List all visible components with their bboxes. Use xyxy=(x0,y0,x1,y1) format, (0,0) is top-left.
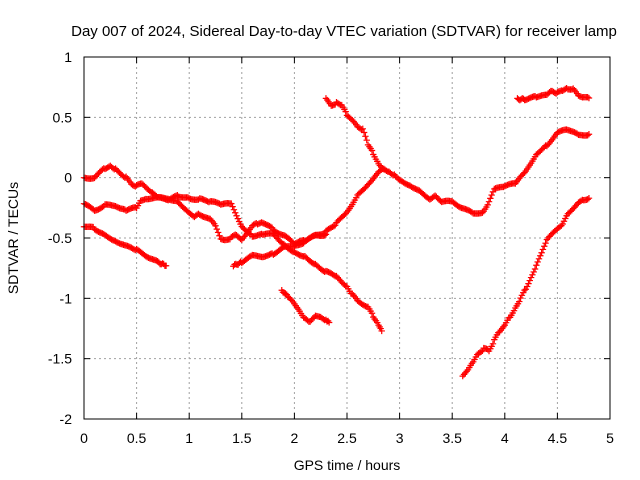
series-track-5 xyxy=(322,95,388,173)
data-point xyxy=(533,262,540,269)
x-tick-label: 4 xyxy=(501,430,509,446)
data-point xyxy=(487,195,494,202)
data-point xyxy=(212,222,219,229)
data-point xyxy=(521,286,528,294)
data-point xyxy=(216,232,223,239)
data-point xyxy=(510,307,518,314)
data-point xyxy=(234,215,242,222)
data-point xyxy=(584,132,591,139)
data-point xyxy=(538,249,545,256)
x-tick-label: 1.5 xyxy=(232,430,252,446)
data-point xyxy=(539,246,547,253)
data-point xyxy=(162,262,170,269)
y-tick-label: 1 xyxy=(64,49,72,65)
x-tick-label: 2 xyxy=(291,430,299,446)
data-point xyxy=(527,274,535,281)
data-point xyxy=(331,222,339,229)
data-point xyxy=(535,255,543,262)
data-points xyxy=(80,84,593,380)
data-point xyxy=(353,194,360,201)
data-point xyxy=(541,243,548,250)
data-point xyxy=(325,319,333,326)
data-point xyxy=(242,231,249,239)
x-tick-label: 0 xyxy=(80,430,88,446)
data-point xyxy=(360,129,368,136)
x-tick-label: 0.5 xyxy=(127,430,147,446)
data-point xyxy=(232,209,239,216)
data-point xyxy=(489,188,497,196)
x-axis-label: GPS time / hours xyxy=(294,457,401,473)
data-point xyxy=(488,191,495,199)
y-tick-label: -2 xyxy=(60,411,73,427)
y-axis-label: SDTVAR / TECUs xyxy=(5,182,21,294)
data-point xyxy=(363,137,370,144)
data-point xyxy=(214,229,222,236)
data-point xyxy=(529,271,536,279)
data-point xyxy=(560,218,568,225)
data-point xyxy=(530,268,537,276)
data-point xyxy=(468,360,476,367)
data-point xyxy=(526,277,533,284)
series-track-2 xyxy=(80,126,593,248)
data-point xyxy=(477,348,485,355)
data-point xyxy=(362,133,369,140)
data-point xyxy=(479,209,486,216)
data-point xyxy=(463,368,470,375)
data-point xyxy=(359,125,366,133)
data-point xyxy=(228,200,235,207)
x-tick-label: 3 xyxy=(396,430,404,446)
data-point xyxy=(230,206,238,213)
data-point xyxy=(585,194,593,202)
data-point xyxy=(523,283,531,290)
data-point xyxy=(378,327,385,335)
data-point xyxy=(516,298,523,305)
data-point xyxy=(559,220,566,228)
series-track-4 xyxy=(230,231,330,270)
data-point xyxy=(584,196,591,203)
x-tick-labels: 0 0.5 1 1.5 2 2.5 3 3.5 4 4.5 5 xyxy=(80,430,614,446)
x-tick-label: 1 xyxy=(185,430,193,446)
data-point xyxy=(282,290,289,297)
data-point xyxy=(542,239,549,247)
data-point xyxy=(233,212,240,219)
y-tick-label: -1.5 xyxy=(48,351,72,367)
series-track-6 xyxy=(278,287,333,326)
data-point xyxy=(380,166,388,173)
x-tick-label: 3.5 xyxy=(442,430,462,446)
series-track-8 xyxy=(514,84,593,104)
data-point xyxy=(330,222,338,230)
x-tick-label: 4.5 xyxy=(548,430,568,446)
series-track-7 xyxy=(459,194,593,380)
y-tick-labels: -2 -1.5 -1 -0.5 0 0.5 1 xyxy=(48,49,72,427)
y-tick-label: 0 xyxy=(64,170,72,186)
y-tick-label: -0.5 xyxy=(48,230,72,246)
data-point xyxy=(322,231,330,238)
x-tick-label: 5 xyxy=(606,430,614,446)
data-point xyxy=(585,94,593,102)
data-point xyxy=(484,201,491,209)
y-tick-label: -1 xyxy=(60,290,73,306)
data-point xyxy=(342,108,349,115)
data-point xyxy=(584,93,591,101)
data-point xyxy=(537,252,544,259)
data-point xyxy=(368,147,376,154)
y-tick-label: 0.5 xyxy=(53,109,73,125)
x-tick-label: 2.5 xyxy=(337,430,357,446)
data-point xyxy=(531,265,539,273)
data-point xyxy=(489,340,497,348)
data-point xyxy=(213,225,221,233)
data-point xyxy=(321,232,328,239)
data-point xyxy=(229,203,236,210)
data-point xyxy=(368,310,376,317)
data-point xyxy=(522,286,530,293)
data-point xyxy=(534,258,541,266)
data-point xyxy=(585,131,593,138)
chart-title: Day 007 of 2024, Sidereal Day-to-day VTE… xyxy=(71,23,617,40)
plot-frame xyxy=(83,56,611,420)
series-track-3 xyxy=(80,223,170,269)
data-point xyxy=(525,280,532,287)
data-point xyxy=(485,198,493,205)
